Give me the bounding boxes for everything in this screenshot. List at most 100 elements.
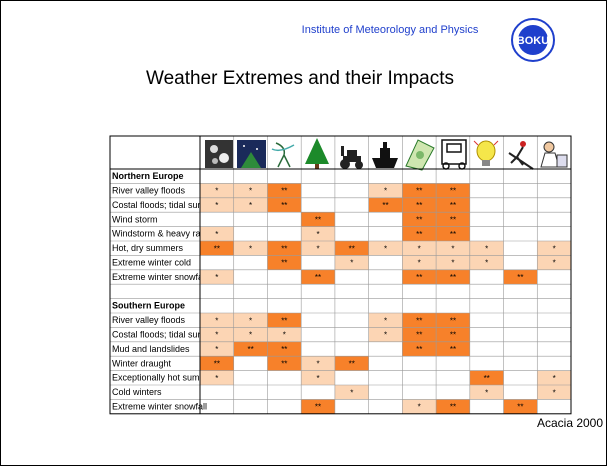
cell-fill [301, 370, 335, 385]
cell-fill [301, 226, 335, 241]
row-label: Extreme winter snowfall [112, 272, 207, 282]
cell-fill [469, 385, 504, 400]
cell-fill [402, 241, 437, 256]
cell-rating: ** [281, 259, 287, 268]
cell-rating: ** [281, 360, 287, 369]
cell-fill [233, 313, 268, 328]
cell-fill [436, 226, 470, 241]
cell-fill [503, 269, 538, 285]
cell-rating: * [283, 331, 286, 340]
cell-fill [402, 183, 437, 198]
row-label: Windstorm & heavy rain [112, 229, 208, 239]
cell-rating: ** [416, 187, 422, 196]
cell-rating: ** [450, 187, 456, 196]
row-label: Costal floods; tidal surges [112, 200, 216, 210]
cell-rating: ** [416, 273, 422, 282]
cell-fill [436, 341, 470, 357]
cell-rating: ** [450, 273, 456, 282]
cell-rating: ** [450, 316, 456, 325]
cell-fill [233, 241, 268, 256]
logo: BOKU [511, 18, 555, 62]
cell-fill [469, 241, 504, 256]
cell-rating: * [249, 187, 252, 196]
cell-fill [267, 356, 302, 371]
cell-fill [200, 226, 234, 241]
cell-rating: ** [416, 216, 422, 225]
cell-fill [402, 341, 437, 357]
title: Weather Extremes and their Impacts [146, 68, 454, 89]
cell-fill [267, 255, 302, 270]
cell-rating: * [316, 360, 319, 369]
cell-rating: * [418, 244, 421, 253]
cell-fill [537, 255, 571, 270]
row-label: River valley floods [112, 185, 186, 195]
cell-rating: * [316, 230, 319, 239]
cell-fill [368, 241, 403, 256]
cell-fill [267, 327, 302, 342]
section-title: Northern Europe [112, 171, 184, 181]
cell-rating: ** [315, 403, 321, 412]
cell-fill [537, 385, 571, 400]
cell-fill [334, 356, 369, 371]
cell-fill [368, 327, 403, 342]
cell-fill [267, 313, 302, 328]
row-label: Cold winters [112, 387, 162, 397]
cell-rating: ** [450, 230, 456, 239]
cell-rating: * [249, 316, 252, 325]
cell-fill [233, 197, 268, 213]
cell-rating: * [384, 244, 387, 253]
cell-fill [301, 269, 335, 285]
row-label: Extreme winter snowfall [112, 401, 207, 411]
cell-rating: ** [382, 201, 388, 210]
cell-rating: * [350, 259, 353, 268]
cell-rating: * [215, 331, 218, 340]
cell-fill [402, 269, 437, 285]
cell-rating: ** [416, 316, 422, 325]
cell-fill [402, 327, 437, 342]
cell-rating: * [553, 244, 556, 253]
cell-rating: ** [450, 331, 456, 340]
cell-rating: ** [450, 216, 456, 225]
cell-rating: * [485, 259, 488, 268]
cell-rating: * [316, 374, 319, 383]
cell-fill [200, 327, 234, 342]
cell-fill [301, 212, 335, 227]
logo-text: BOKU [517, 35, 549, 47]
cell-rating: ** [349, 244, 355, 253]
cell-fill [436, 255, 470, 270]
cell-rating: * [215, 374, 218, 383]
cell-rating: * [485, 244, 488, 253]
cell-rating: * [249, 244, 252, 253]
cell-fill [402, 399, 437, 414]
source: Acacia 2000 [537, 416, 603, 430]
row-label: Mud and landslides [112, 344, 190, 354]
cell-rating: ** [517, 403, 523, 412]
cell-fill [436, 183, 470, 198]
cell-fill [233, 341, 268, 357]
cell-fill [402, 197, 437, 213]
cell-fill [436, 241, 470, 256]
cell-fill [200, 269, 234, 285]
cell-fill [200, 241, 234, 256]
cell-rating: ** [416, 345, 422, 354]
cell-rating: ** [416, 201, 422, 210]
row-label: Extreme winter cold [112, 257, 191, 267]
cell-fill [436, 313, 470, 328]
cell-rating: * [553, 259, 556, 268]
cell-fill [200, 356, 234, 371]
cell-fill [537, 241, 571, 256]
cell-fill [368, 313, 403, 328]
cell-fill [436, 399, 470, 414]
cell-rating: * [215, 230, 218, 239]
cell-fill [334, 385, 369, 400]
cell-rating: * [451, 244, 454, 253]
cell-rating: ** [450, 201, 456, 210]
cell-fill [436, 327, 470, 342]
cell-fill [200, 313, 234, 328]
cell-fill [368, 183, 403, 198]
table-border [109, 135, 572, 415]
cell-rating: * [215, 201, 218, 210]
cell-rating: * [215, 187, 218, 196]
header-icons [205, 138, 568, 171]
